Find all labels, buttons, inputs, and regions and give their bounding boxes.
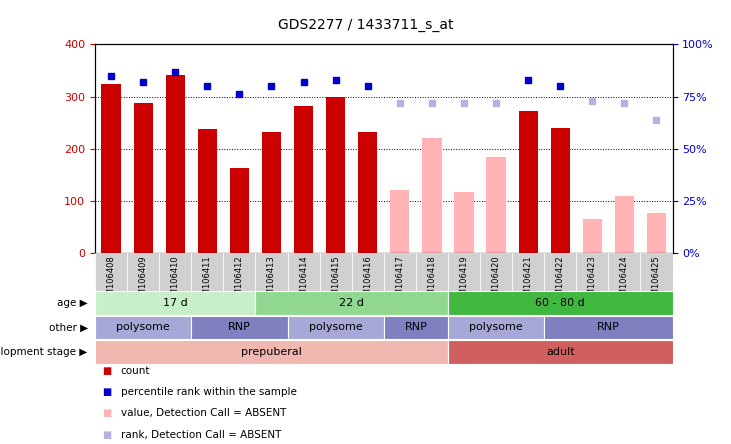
Bar [384, 253, 416, 291]
Text: polysome: polysome [308, 322, 363, 333]
Bar [230, 168, 249, 253]
Bar [455, 192, 474, 253]
Bar [134, 103, 153, 253]
Text: GDS2277 / 1433711_s_at: GDS2277 / 1433711_s_at [278, 18, 453, 32]
Bar [224, 253, 255, 291]
Bar [416, 253, 448, 291]
Bar [390, 190, 409, 253]
Text: GSM106421: GSM106421 [523, 255, 533, 305]
Bar [192, 253, 224, 291]
Bar [95, 291, 255, 315]
Bar [583, 219, 602, 253]
Bar [319, 253, 352, 291]
Text: GSM106412: GSM106412 [235, 255, 244, 305]
Bar [255, 291, 448, 315]
Bar [255, 253, 287, 291]
Text: percentile rank within the sample: percentile rank within the sample [121, 387, 297, 397]
Bar [262, 132, 281, 253]
Text: 17 d: 17 d [163, 298, 188, 308]
Text: ■: ■ [102, 408, 112, 418]
Text: polysome: polysome [116, 322, 170, 333]
Text: ■: ■ [102, 366, 112, 376]
Bar [647, 213, 666, 253]
Text: ■: ■ [102, 387, 112, 397]
Text: GSM106424: GSM106424 [620, 255, 629, 305]
Text: RNP: RNP [597, 322, 620, 333]
Bar [608, 253, 640, 291]
Text: ■: ■ [102, 430, 112, 440]
Bar [95, 316, 192, 339]
Text: other ▶: other ▶ [48, 322, 88, 333]
Bar [518, 111, 538, 253]
Text: 22 d: 22 d [339, 298, 364, 308]
Bar [550, 128, 570, 253]
Text: GSM106413: GSM106413 [267, 255, 276, 306]
Text: GSM106417: GSM106417 [395, 255, 404, 306]
Text: GSM106418: GSM106418 [428, 255, 436, 306]
Bar [576, 253, 608, 291]
Text: age ▶: age ▶ [57, 298, 88, 308]
Bar [326, 97, 345, 253]
Text: RNP: RNP [228, 322, 251, 333]
Text: GSM106415: GSM106415 [331, 255, 340, 305]
Bar [448, 340, 673, 364]
Bar [423, 139, 442, 253]
Bar [544, 316, 673, 339]
Bar [448, 316, 544, 339]
Text: GSM106409: GSM106409 [139, 255, 148, 305]
Bar [544, 253, 576, 291]
Bar [95, 253, 127, 291]
Text: 60 - 80 d: 60 - 80 d [535, 298, 585, 308]
Bar [197, 129, 217, 253]
Text: GSM106414: GSM106414 [299, 255, 308, 305]
Bar [287, 316, 384, 339]
Bar [480, 253, 512, 291]
Text: GSM106425: GSM106425 [652, 255, 661, 305]
Text: GSM106410: GSM106410 [171, 255, 180, 305]
Bar [615, 196, 634, 253]
Text: GSM106419: GSM106419 [460, 255, 469, 305]
Text: GSM106420: GSM106420 [491, 255, 501, 305]
Text: GSM106423: GSM106423 [588, 255, 596, 306]
Bar [640, 253, 673, 291]
Bar [127, 253, 159, 291]
Bar [358, 132, 377, 253]
Bar [512, 253, 544, 291]
Text: value, Detection Call = ABSENT: value, Detection Call = ABSENT [121, 408, 286, 418]
Text: development stage ▶: development stage ▶ [0, 347, 88, 357]
Text: prepuberal: prepuberal [241, 347, 302, 357]
Bar [159, 253, 192, 291]
Bar [384, 316, 448, 339]
Bar [448, 253, 480, 291]
Bar [352, 253, 384, 291]
Bar [102, 83, 121, 253]
Text: polysome: polysome [469, 322, 523, 333]
Text: adult: adult [546, 347, 575, 357]
Bar [486, 157, 506, 253]
Bar [166, 75, 185, 253]
Text: RNP: RNP [404, 322, 428, 333]
Text: GSM106411: GSM106411 [202, 255, 212, 305]
Bar [287, 253, 319, 291]
Text: GSM106422: GSM106422 [556, 255, 565, 305]
Bar [294, 107, 313, 253]
Text: count: count [121, 366, 150, 376]
Bar [448, 291, 673, 315]
Bar [192, 316, 287, 339]
Text: rank, Detection Call = ABSENT: rank, Detection Call = ABSENT [121, 430, 281, 440]
Text: GSM106408: GSM106408 [107, 255, 115, 306]
Bar [95, 340, 448, 364]
Text: GSM106416: GSM106416 [363, 255, 372, 306]
